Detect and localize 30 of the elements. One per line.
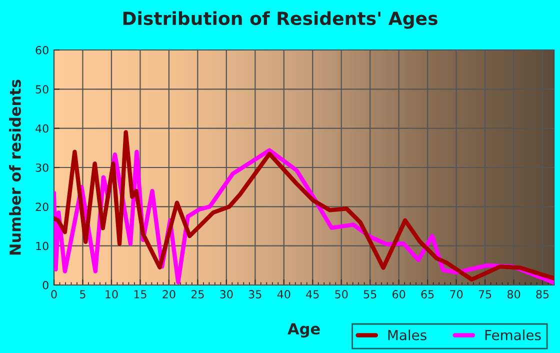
x-tick-label: 30 [220,290,233,298]
y-tick-label: 30 [36,163,48,172]
y-axis-title: Number of residents [9,80,21,255]
y-tick-label: 0 [42,280,48,290]
x-tick-label: 85 [536,290,549,298]
x-tick-label: 60 [392,290,406,298]
x-tick-label: 5 [80,290,86,298]
x-tick-label: 25 [191,290,204,298]
y-tick-label: 40 [36,124,48,133]
y-tick-label: 20 [36,202,48,212]
x-tick-label: 50 [335,290,348,298]
legend-label: Females [485,330,541,340]
x-tick-label: 35 [248,290,262,298]
x-tick-label: 70 [450,290,463,298]
x-tick-label: 20 [162,290,176,298]
y-tick-label: 60 [36,46,48,54]
x-tick-label: 65 [421,290,434,298]
y-tick-label: 10 [36,242,48,250]
x-tick-label: 0 [51,290,57,298]
x-tick-label: 55 [364,290,376,298]
x-tick-label: 10 [106,290,118,298]
x-tick-label: 45 [306,290,319,298]
x-tick-label: 15 [134,290,146,298]
x-tick-label: 40 [277,290,290,298]
legend-label: Males [388,330,426,340]
x-tick-label: 80 [507,290,520,298]
chart-title: Distribution of Residents' Ages [123,11,438,29]
y-tick-label: 50 [36,85,48,94]
x-axis-title: Age [288,323,320,338]
x-tick-label: 75 [478,290,492,298]
